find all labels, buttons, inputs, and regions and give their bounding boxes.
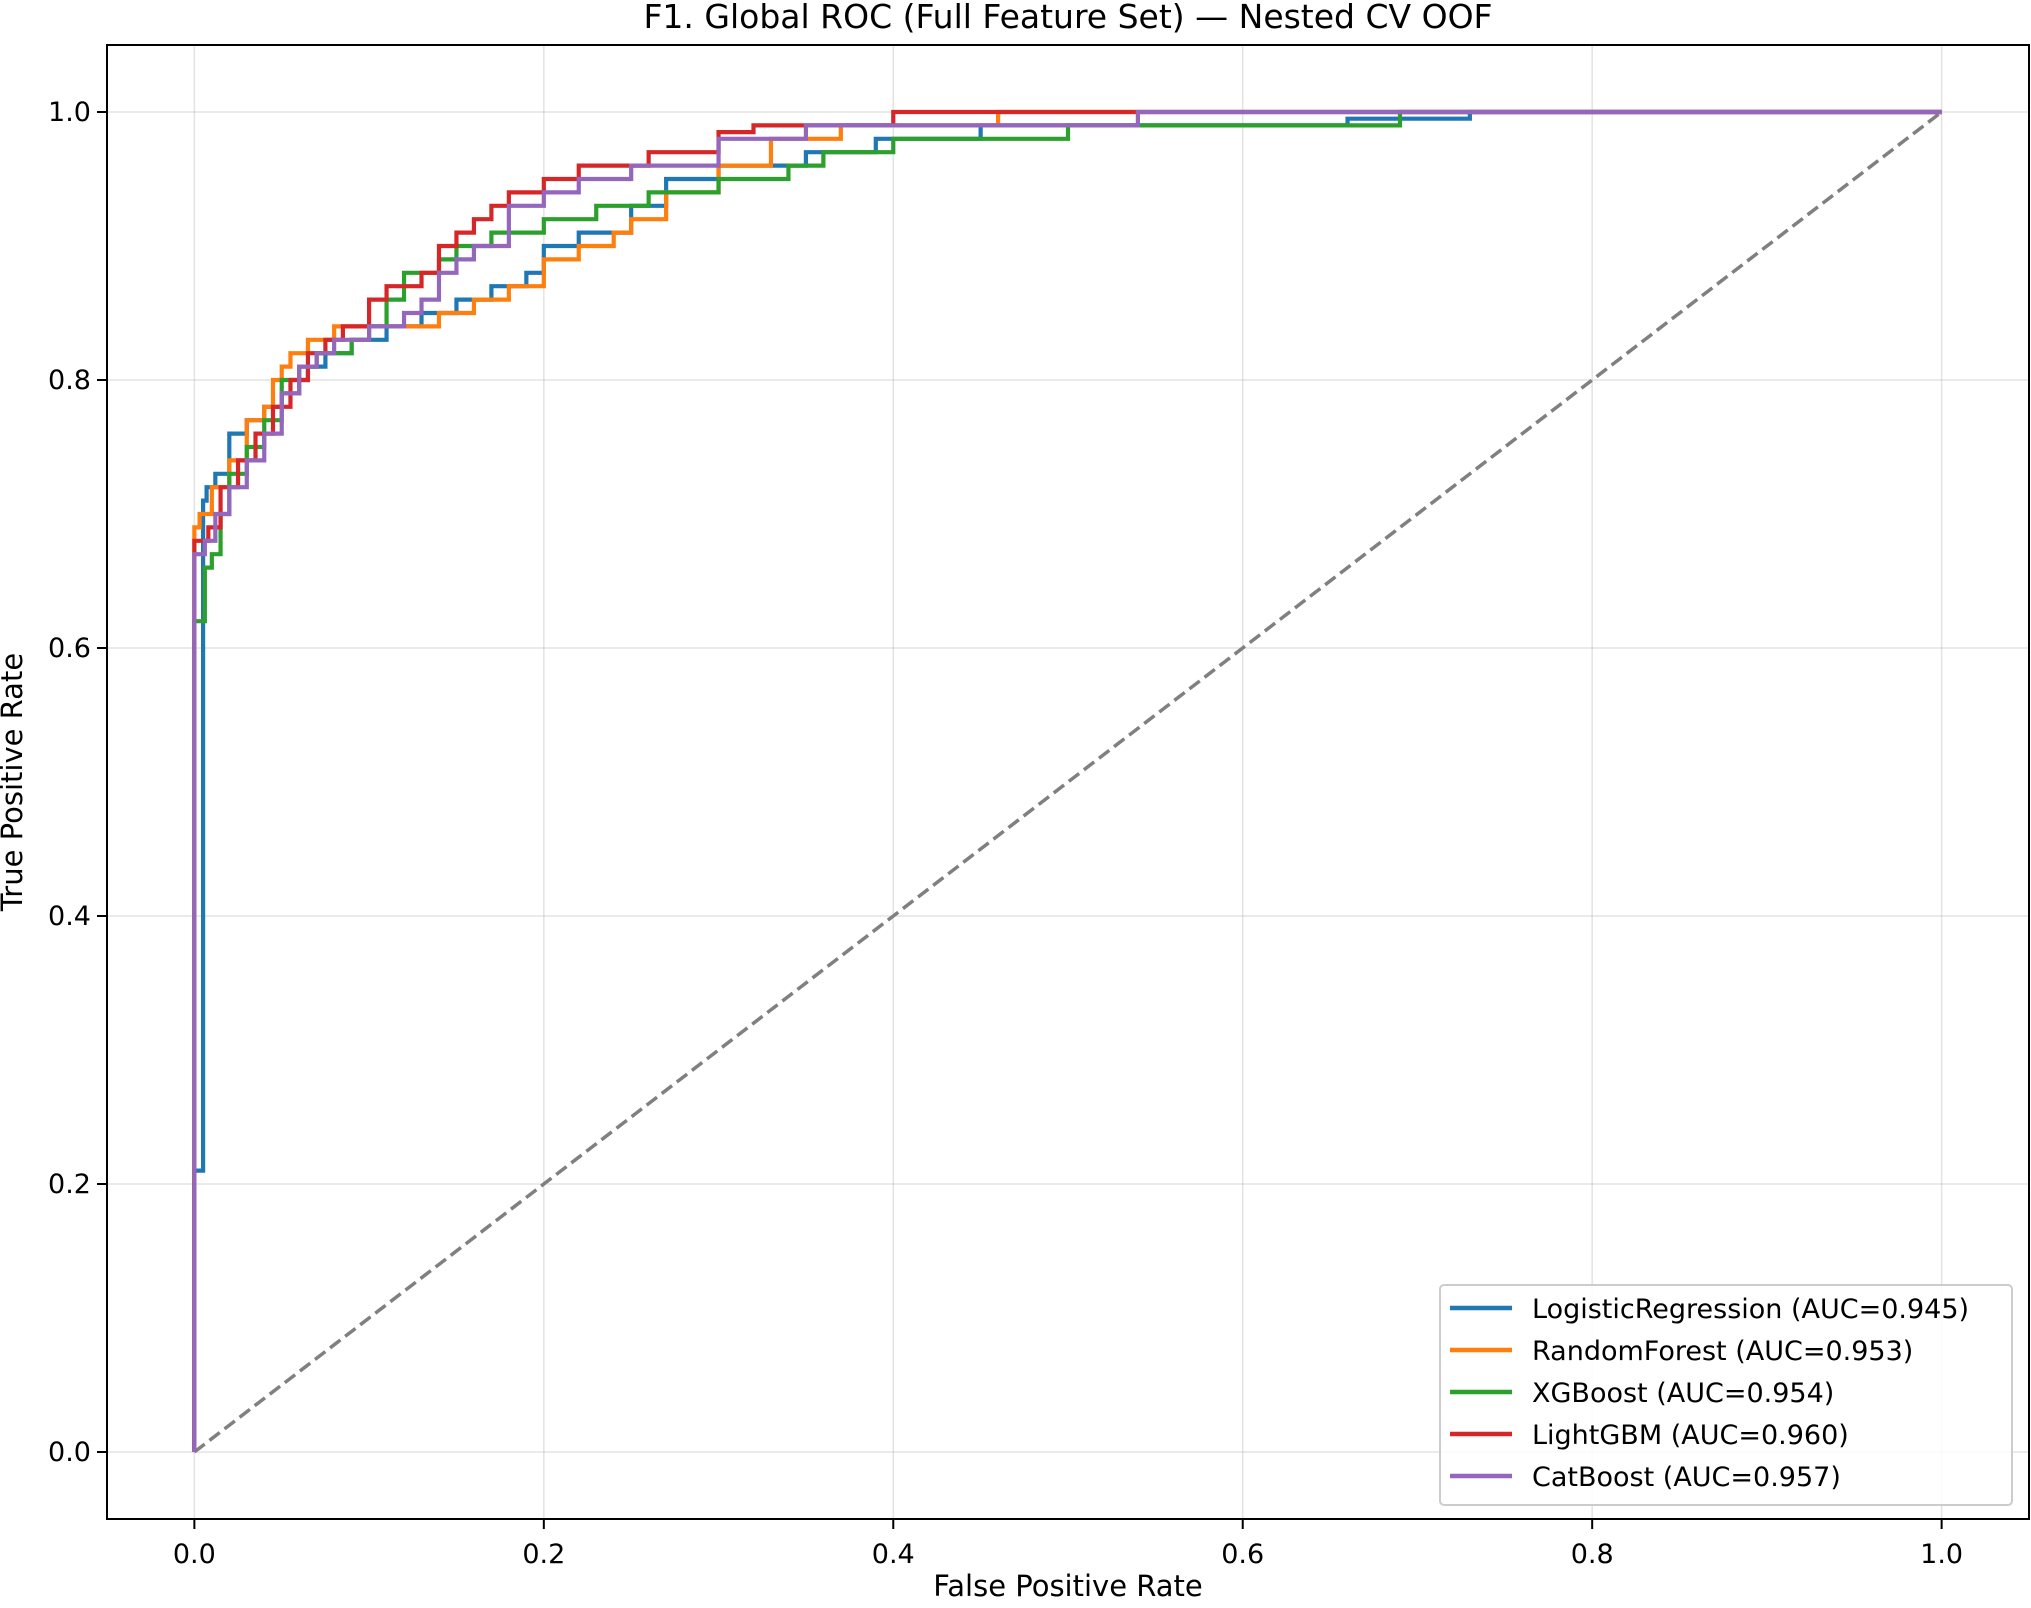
y-tick-label: 1.0 — [48, 97, 91, 128]
x-tick-label: 1.0 — [1920, 1539, 1963, 1570]
legend-entry-1: RandomForest (AUC=0.953) — [1532, 1336, 1913, 1367]
y-axis-label: True Positive Rate — [0, 653, 29, 912]
x-tick-label: 0.2 — [522, 1539, 565, 1570]
x-tick-label: 0.8 — [1571, 1539, 1614, 1570]
x-tick-label: 0.4 — [872, 1539, 915, 1570]
y-tick-label: 0.4 — [48, 901, 91, 932]
legend-entry-0: LogisticRegression (AUC=0.945) — [1532, 1294, 1969, 1325]
y-tick-label: 0.8 — [48, 365, 91, 396]
legend-entry-4: CatBoost (AUC=0.957) — [1532, 1462, 1841, 1493]
y-tick-label: 0.6 — [48, 633, 91, 664]
x-axis-label: False Positive Rate — [933, 1569, 1203, 1603]
y-tick-label: 0.2 — [48, 1169, 91, 1200]
chart-title: F1. Global ROC (Full Feature Set) — Nest… — [643, 0, 1492, 36]
x-tick-label: 0.6 — [1221, 1539, 1264, 1570]
x-tick-label: 0.0 — [173, 1539, 216, 1570]
legend-entry-2: XGBoost (AUC=0.954) — [1532, 1378, 1834, 1409]
legend: LogisticRegression (AUC=0.945) RandomFore… — [1440, 1285, 2012, 1505]
legend-entry-3: LightGBM (AUC=0.960) — [1532, 1420, 1849, 1451]
y-tick-label: 0.0 — [48, 1437, 91, 1468]
